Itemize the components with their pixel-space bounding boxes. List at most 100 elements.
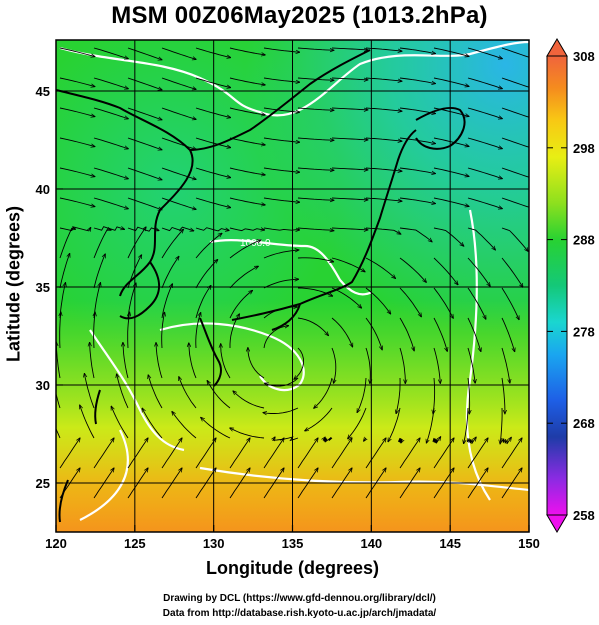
- streamline: [93, 47, 128, 59]
- streamline: [207, 381, 231, 409]
- streamline: [501, 437, 512, 445]
- streamline: [365, 227, 401, 234]
- streamline: [426, 407, 435, 443]
- wind-streamlines: [56, 47, 529, 499]
- streamline: [297, 438, 318, 469]
- streamline: [396, 377, 401, 414]
- streamline: [161, 47, 196, 59]
- graticule: [56, 40, 529, 532]
- streamline: [397, 437, 402, 443]
- streamline: [195, 438, 216, 469]
- streamline: [128, 312, 130, 349]
- streamline: [263, 438, 284, 469]
- streamline: [399, 77, 436, 84]
- streamline: [263, 227, 300, 230]
- streamline: [84, 373, 95, 409]
- streamline: [189, 343, 197, 379]
- streamline: [127, 137, 162, 150]
- streamline: [93, 197, 128, 209]
- streamline: [331, 107, 368, 110]
- streamline: [331, 347, 336, 383]
- streamline: [365, 347, 370, 384]
- streamline: [365, 137, 402, 141]
- streamline: [117, 374, 129, 409]
- streamline: [399, 197, 436, 204]
- streamline: [59, 137, 95, 147]
- x-tick-label: 135: [282, 536, 304, 551]
- streamline: [263, 77, 300, 82]
- streamline: [331, 257, 365, 272]
- streamline: [432, 437, 441, 444]
- x-axis-ticks: 120 125 130 135 140 145 150: [45, 525, 540, 551]
- streamline: [501, 227, 528, 251]
- streamline: [60, 312, 61, 349]
- streamline: [156, 343, 163, 379]
- streamline: [229, 77, 265, 85]
- streamline: [229, 167, 265, 175]
- streamline: [127, 47, 162, 60]
- streamline: [433, 137, 469, 146]
- streamline: [467, 257, 490, 286]
- streamline: [433, 317, 447, 351]
- streamline: [123, 342, 129, 379]
- x-tick-label: 120: [45, 536, 67, 551]
- streamline: [365, 197, 402, 201]
- streamline: [501, 347, 510, 383]
- streamline: [148, 375, 163, 409]
- streamline: [161, 107, 196, 119]
- streamline: [433, 257, 458, 285]
- colorbar-bottom-arrow: [546, 514, 568, 533]
- streamline: [501, 317, 515, 352]
- x-tick-label: 130: [203, 536, 225, 551]
- streamline: [94, 312, 96, 349]
- x-tick-label: 140: [360, 536, 382, 551]
- streamline: [433, 107, 469, 116]
- streamline: [59, 197, 95, 207]
- streamline: [501, 167, 529, 178]
- streamline: [331, 77, 368, 80]
- streamline: [59, 228, 76, 259]
- streamline: [467, 107, 502, 119]
- streamline: [195, 233, 222, 259]
- y-tick-label: 25: [36, 476, 50, 491]
- streamline: [501, 257, 523, 287]
- streamline: [314, 377, 333, 408]
- streamline: [161, 137, 196, 149]
- streamline: [399, 167, 436, 174]
- streamline: [56, 391, 61, 409]
- streamline: [56, 427, 61, 439]
- x-tick-label: 150: [518, 536, 540, 551]
- streamline: [399, 47, 436, 54]
- streamline: [59, 107, 95, 117]
- streamline: [59, 167, 95, 177]
- streamline: [468, 377, 470, 414]
- y-tick-label: 30: [36, 378, 50, 393]
- streamline: [501, 197, 529, 208]
- streamline: [127, 77, 162, 90]
- streamline: [501, 107, 529, 118]
- streamline: [433, 167, 469, 176]
- streamline: [467, 197, 502, 209]
- streamline: [263, 197, 300, 202]
- streamline: [501, 77, 529, 88]
- streamline: [364, 438, 366, 441]
- streamline: [229, 266, 258, 289]
- map-title: MSM 00Z06May2025 (1013.2hPa): [111, 2, 488, 29]
- streamline: [399, 317, 414, 351]
- streamline: [221, 344, 231, 379]
- streamline: [142, 408, 163, 439]
- y-tick-label: 35: [36, 280, 50, 295]
- colorbar: 258 268 278 288 298 308: [546, 38, 595, 533]
- x-tick-label: 145: [439, 536, 461, 551]
- streamline: [263, 47, 300, 52]
- streamline: [93, 167, 128, 179]
- streamline: [365, 47, 402, 51]
- streamline: [297, 77, 334, 80]
- streamline: [195, 227, 229, 231]
- colorbar-scale: [546, 55, 568, 516]
- streamline: [294, 347, 305, 379]
- streamline: [331, 167, 368, 170]
- streamline: [365, 167, 402, 171]
- streamline: [263, 326, 289, 349]
